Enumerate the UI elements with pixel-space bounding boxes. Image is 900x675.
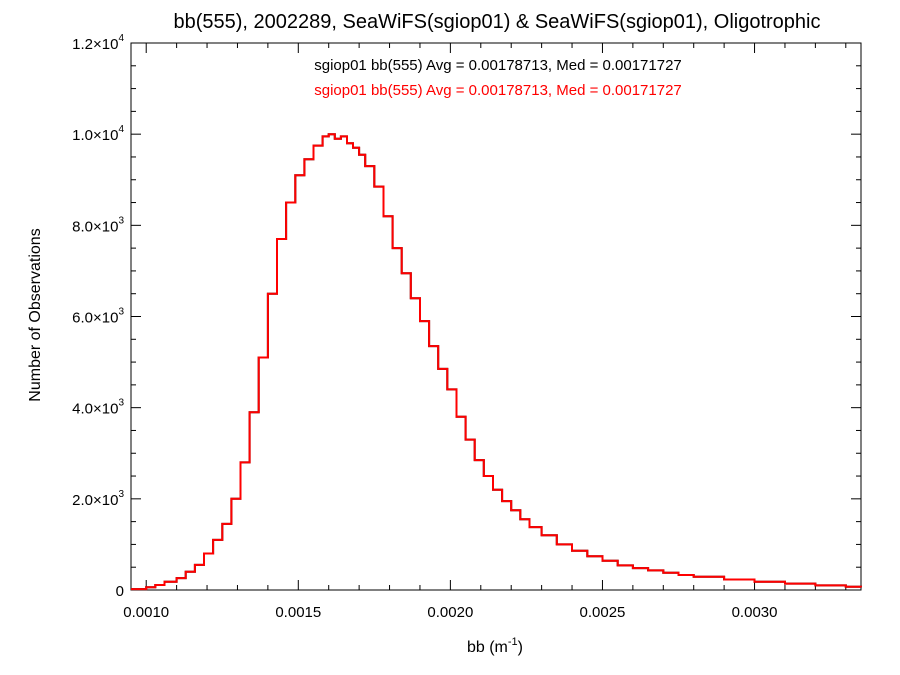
y-tick-label: 8.0×103 [72, 215, 124, 235]
stats-annotation-black: sgiop01 bb(555) Avg = 0.00178713, Med = … [314, 57, 682, 74]
x-tick-label: 0.0030 [732, 604, 778, 621]
plot-frame [130, 42, 862, 591]
x-axis-label: bb (m-1) [467, 636, 523, 656]
x-axis-ticks: 0.0010 0.0015 0.0020 0.0025 0.0030 [123, 43, 847, 621]
y-tick-label: 1.0×104 [72, 124, 124, 144]
x-axis-label-main: bb (m [467, 639, 508, 656]
x-tick-label: 0.0020 [427, 604, 473, 621]
x-tick-label: 0.0015 [275, 604, 321, 621]
x-axis-label-tail: ) [518, 639, 523, 656]
y-tick-mantissa: 8.0×10 [72, 218, 118, 235]
histogram-series-0 [131, 133, 862, 591]
y-tick-mantissa: 2.0×10 [72, 492, 118, 509]
y-tick-mantissa: 1.2×10 [72, 36, 118, 53]
chart-title: bb(555), 2002289, SeaWiFS(sgiop01) & Sea… [174, 11, 821, 33]
y-axis-ticks: 02.0×1034.0×1036.0×1038.0×1031.0×1041.2×… [72, 33, 861, 600]
histogram-series-1 [131, 133, 862, 591]
plot-border [130, 42, 862, 591]
y-tick-exponent: 4 [118, 33, 124, 44]
y-tick-mantissa: 4.0×10 [72, 401, 118, 418]
y-tick-mantissa: 6.0×10 [72, 310, 118, 327]
y-tick-label: 2.0×103 [72, 489, 124, 509]
y-tick-label: 0 [116, 583, 124, 600]
y-tick-mantissa: 1.0×10 [72, 127, 118, 144]
y-tick-label: 4.0×103 [72, 398, 124, 418]
x-tick-label: 0.0025 [580, 604, 626, 621]
y-axis-label: Number of Observations [27, 228, 44, 401]
y-tick-exponent: 3 [118, 215, 124, 226]
x-axis-label-superscript: -1 [508, 636, 518, 648]
x-tick-label: 0.0010 [123, 604, 169, 621]
y-tick-exponent: 3 [118, 398, 124, 409]
y-tick-exponent: 3 [118, 307, 124, 318]
y-tick-mantissa: 0 [116, 583, 124, 600]
series-layer [131, 133, 862, 591]
y-tick-exponent: 3 [118, 489, 124, 500]
y-tick-exponent: 4 [118, 124, 124, 135]
y-tick-label: 1.2×104 [72, 33, 124, 53]
stats-annotation-red: sgiop01 bb(555) Avg = 0.00178713, Med = … [314, 82, 682, 99]
y-tick-label: 6.0×103 [72, 307, 124, 327]
